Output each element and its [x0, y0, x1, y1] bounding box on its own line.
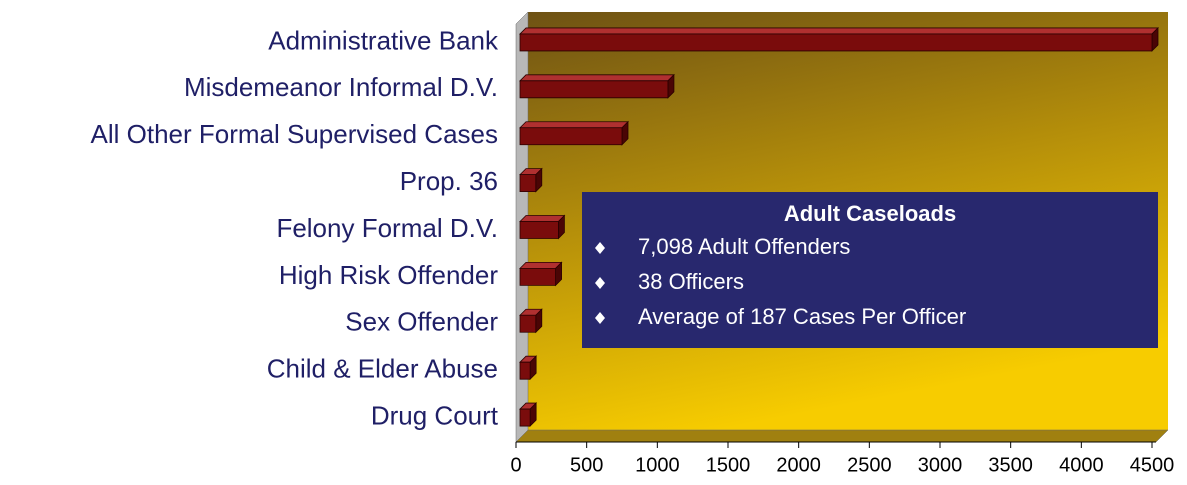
y-tick-label: All Other Formal Supervised Cases	[91, 119, 498, 149]
floor	[515, 429, 1169, 443]
x-tick-label: 2500	[847, 454, 892, 476]
info-item: 38 Officers	[638, 269, 744, 294]
bullet	[595, 242, 605, 254]
y-tick-label: Sex Offender	[345, 307, 498, 337]
info-item: 7,098 Adult Offenders	[638, 234, 850, 259]
y-tick-label: Drug Court	[371, 400, 499, 430]
y-tick-label: Administrative Bank	[268, 25, 499, 55]
y-tick-label: Misdemeanor Informal D.V.	[184, 72, 498, 102]
x-tick-label: 500	[570, 454, 603, 476]
bar	[519, 26, 1159, 52]
x-tick-label: 4000	[1059, 454, 1104, 476]
x-tick-label: 3000	[918, 454, 963, 476]
x-tick-label: 1500	[706, 454, 751, 476]
y-tick-label: High Risk Offender	[279, 260, 499, 290]
info-title: Adult Caseloads	[784, 201, 956, 226]
bar	[519, 167, 543, 193]
bar	[519, 402, 538, 428]
bar	[519, 308, 543, 334]
info-box	[582, 192, 1158, 348]
bar	[519, 214, 566, 240]
y-tick-label: Felony Formal D.V.	[276, 213, 498, 243]
x-tick-label: 0	[510, 454, 521, 476]
bar	[519, 261, 563, 287]
x-tick-label: 2000	[776, 454, 821, 476]
bullet	[595, 312, 605, 324]
x-tick-label: 3500	[988, 454, 1033, 476]
y-tick-label: Child & Elder Abuse	[267, 354, 498, 384]
bar	[519, 73, 675, 99]
bullet	[595, 277, 605, 289]
info-item: Average of 187 Cases Per Officer	[638, 304, 966, 329]
x-tick-label: 1000	[635, 454, 680, 476]
x-tick-label: 4500	[1130, 454, 1175, 476]
bar	[519, 120, 629, 146]
y-tick-label: Prop. 36	[400, 166, 498, 196]
bar	[519, 355, 538, 381]
